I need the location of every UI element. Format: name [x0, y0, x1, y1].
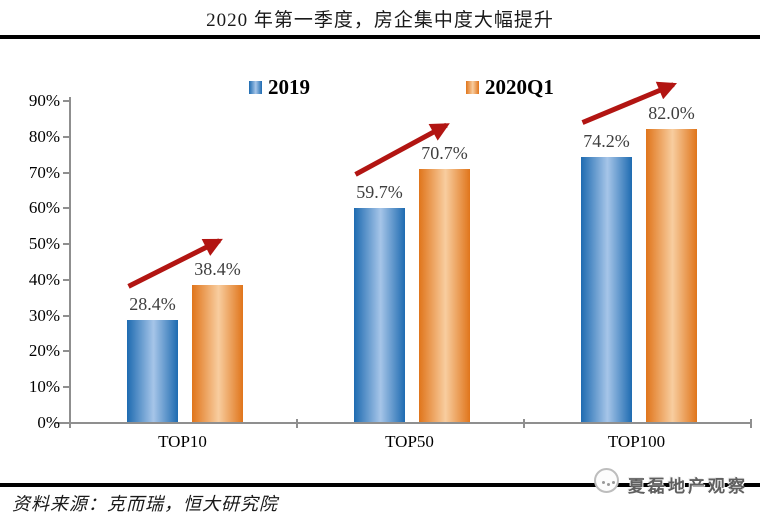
- bar-2019-TOP50: [354, 208, 405, 422]
- y-tick: [63, 278, 69, 281]
- category-label: TOP50: [385, 432, 434, 451]
- y-tick-label: 20%: [28, 341, 60, 361]
- bar-2020Q1-TOP10: [192, 284, 243, 422]
- y-tick-label: 0%: [37, 413, 60, 432]
- category-label: TOP10: [158, 432, 207, 451]
- source-note: 资料来源：克而瑞，恒大研究院: [12, 494, 278, 514]
- y-tick-label: 70%: [28, 162, 60, 182]
- y-tick: [63, 100, 69, 102]
- value-label-2020Q1-TOP50: 70.7%: [421, 143, 468, 164]
- y-tick-label: 90%: [28, 91, 60, 110]
- y-tick: [63, 207, 69, 210]
- bar-2019-TOP10: [127, 320, 178, 422]
- watermark-logo-icon: [594, 468, 619, 493]
- y-tick: [63, 314, 69, 317]
- x-tick: [523, 419, 525, 428]
- y-tick-label: 60%: [28, 198, 60, 218]
- value-label-2020Q1-TOP10: 38.4%: [194, 258, 241, 279]
- y-tick-label: 40%: [28, 269, 60, 289]
- legend-label-2020q1: 2020Q1: [485, 75, 554, 99]
- title-divider: [0, 35, 760, 39]
- bar-2020Q1-TOP100: [646, 128, 697, 422]
- chart-title: 2020 年第一季度，房企集中度大幅提升: [206, 10, 554, 31]
- y-tick-label: 10%: [28, 377, 60, 397]
- value-label-2020Q1-TOP100: 82.0%: [648, 102, 695, 123]
- category-label: TOP100: [607, 432, 666, 451]
- value-label-2019-TOP50: 59.7%: [356, 182, 403, 203]
- y-tick: [63, 386, 69, 389]
- y-tick: [63, 135, 69, 138]
- y-tick-label: 80%: [28, 126, 60, 146]
- x-tick: [69, 419, 71, 428]
- watermark: 夏磊地产观察: [592, 466, 760, 500]
- y-tick: [63, 422, 69, 424]
- value-label-2019-TOP100: 74.2%: [583, 130, 630, 151]
- watermark-label: 夏磊地产观察: [628, 477, 748, 496]
- bar-2019-TOP100: [581, 156, 632, 422]
- legend-swatch-2020q1: [466, 80, 479, 94]
- bar-2020Q1-TOP50: [419, 169, 470, 422]
- footer-divider: [0, 483, 760, 487]
- y-tick-label: 30%: [28, 305, 60, 325]
- y-axis-line: [69, 97, 71, 424]
- legend-label-2019: 2019: [268, 75, 310, 99]
- legend-item-2019: 2019: [249, 75, 310, 99]
- y-tick: [63, 243, 69, 246]
- legend-item-2020q1: 2020Q1: [466, 75, 554, 99]
- y-tick: [63, 171, 69, 174]
- x-axis-line: [55, 422, 752, 424]
- y-tick: [63, 350, 69, 353]
- x-tick: [750, 419, 752, 428]
- x-tick: [296, 419, 298, 428]
- y-tick-label: 50%: [28, 234, 60, 254]
- value-label-2019-TOP10: 28.4%: [129, 294, 176, 315]
- legend-swatch-2019: [249, 80, 262, 94]
